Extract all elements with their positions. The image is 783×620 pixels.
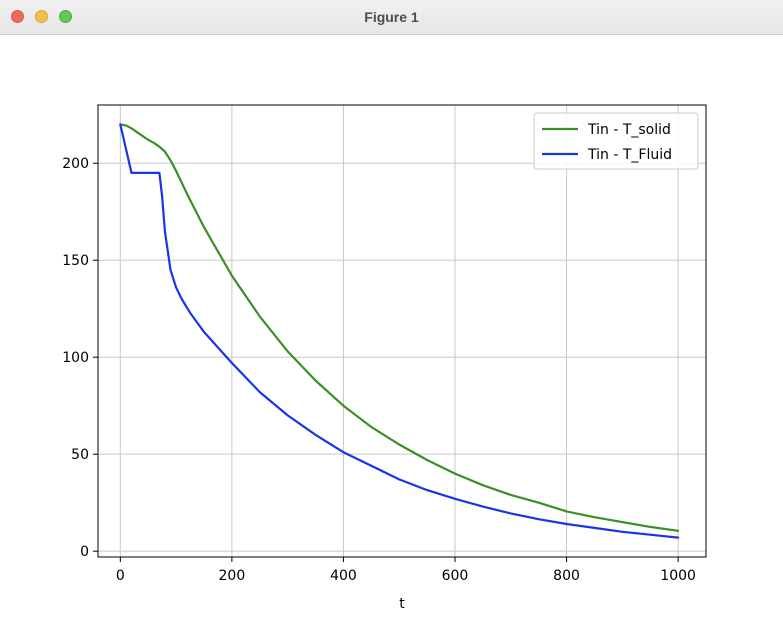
- y-tick-label: 0: [80, 544, 89, 560]
- line-chart: 0 200 400 600 800 1000 0 50 100 150 200 t Tin - T_…: [62, 104, 707, 612]
- series-line-fluid: [119, 123, 680, 539]
- x-tick-label: 0: [116, 568, 125, 584]
- x-tick-label: 600: [442, 568, 469, 584]
- minimize-window-button[interactable]: [35, 10, 48, 23]
- x-tick-label: 800: [553, 568, 580, 584]
- y-tick-label: 100: [62, 350, 89, 366]
- series-line-solid: [119, 123, 680, 532]
- axis-ticks: 0 200 400 600 800 1000 0 50 100 150 200: [62, 156, 696, 584]
- legend: Tin - T_solid Tin - T_Fluid: [533, 112, 699, 170]
- legend-label: Tin - T_Fluid: [587, 147, 672, 163]
- y-tick-label: 50: [71, 447, 89, 463]
- x-axis-label: t: [399, 596, 405, 612]
- x-tick-label: 1000: [660, 568, 696, 584]
- window-title: Figure 1: [364, 9, 419, 25]
- axes-frame: [97, 104, 707, 558]
- y-tick-label: 200: [62, 156, 89, 172]
- legend-label: Tin - T_solid: [587, 122, 671, 138]
- title-bar: Figure 1: [0, 0, 783, 35]
- x-tick-label: 400: [330, 568, 357, 584]
- y-tick-label: 150: [62, 253, 89, 269]
- x-tick-label: 200: [219, 568, 246, 584]
- series-lines: [119, 123, 680, 539]
- grid-lines: [98, 105, 706, 557]
- close-window-button[interactable]: [11, 10, 24, 23]
- zoom-window-button[interactable]: [59, 10, 72, 23]
